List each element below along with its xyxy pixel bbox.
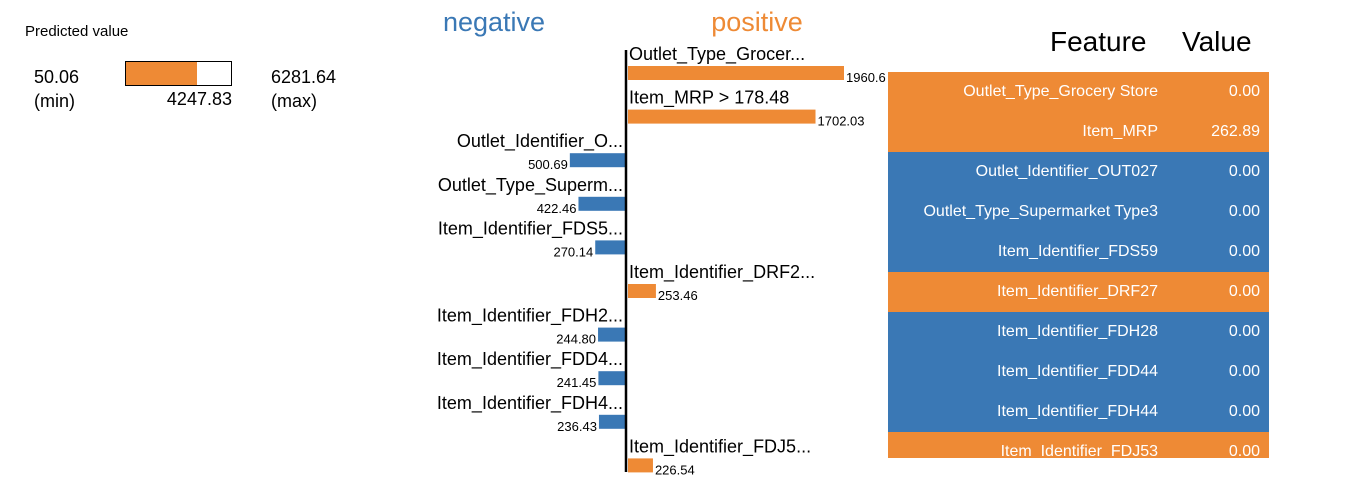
bar-label-3: Outlet_Type_Superm... bbox=[438, 175, 623, 196]
feature-name: Outlet_Type_Grocery Store bbox=[963, 83, 1158, 100]
bar-label-6: Item_Identifier_FDH2... bbox=[437, 306, 623, 327]
prediction-max-label: (max) bbox=[271, 91, 317, 111]
table-row: Item_Identifier_FDH44 0.00 bbox=[888, 392, 1269, 432]
table-row: Outlet_Identifier_OUT027 0.00 bbox=[888, 152, 1269, 192]
prediction-bar-fill bbox=[126, 62, 197, 85]
prediction-max-value: 6281.64 bbox=[271, 67, 337, 87]
contribution-chart: negative positive Outlet_Type_Grocer... 196… bbox=[437, 7, 886, 477]
bar-value-4: 270.14 bbox=[553, 244, 593, 259]
feature-value: 0.00 bbox=[1228, 403, 1260, 420]
table-body: Outlet_Type_Grocery Store 0.00 Item_MRP 262… bbox=[888, 72, 1269, 458]
feature-name: Item_Identifier_DRF27 bbox=[997, 283, 1158, 300]
feature-name: Item_Identifier_FDD44 bbox=[997, 363, 1158, 380]
bar-label-7: Item_Identifier_FDD4... bbox=[437, 349, 623, 370]
table-header-feature: Feature bbox=[1050, 26, 1147, 57]
bar-8 bbox=[598, 414, 625, 429]
table-row: Item_Identifier_FDJ53 0.00 bbox=[888, 432, 1269, 458]
feature-value: 0.00 bbox=[1228, 83, 1260, 100]
bar-label-0: Outlet_Type_Grocer... bbox=[629, 44, 805, 65]
bar-value-6: 244.80 bbox=[556, 332, 596, 347]
feature-name: Item_Identifier_FDH44 bbox=[997, 403, 1158, 420]
bar-0 bbox=[628, 66, 844, 80]
prediction-min-value: 50.06 bbox=[34, 67, 80, 87]
prediction-min-label: (min) bbox=[34, 91, 75, 111]
prediction-min: 50.06 (min) bbox=[34, 65, 79, 113]
bar-value-7: 241.45 bbox=[557, 375, 597, 390]
feature-name: Outlet_Identifier_OUT027 bbox=[975, 163, 1158, 180]
bar-label-5: Item_Identifier_DRF2... bbox=[629, 262, 815, 283]
table-row: Item_MRP 262.89 bbox=[888, 112, 1269, 152]
table-row: Item_Identifier_DRF27 0.00 bbox=[888, 272, 1269, 312]
bar-value-8: 236.43 bbox=[557, 419, 597, 434]
feature-name: Item_MRP bbox=[1082, 123, 1158, 140]
bar-value-2: 500.69 bbox=[528, 157, 568, 172]
bar-5 bbox=[628, 284, 656, 298]
prediction-bar bbox=[125, 61, 232, 86]
bar-value-3: 422.46 bbox=[537, 201, 577, 216]
prediction-max: 6281.64 (max) bbox=[271, 65, 336, 113]
legend-negative: negative bbox=[443, 7, 545, 37]
predicted-value-panel: Predicted value 50.06 (min) 4247.83 6281… bbox=[0, 0, 380, 140]
bar-6 bbox=[598, 327, 625, 342]
feature-value: 0.00 bbox=[1228, 323, 1260, 340]
table-row: Outlet_Type_Grocery Store 0.00 bbox=[888, 72, 1269, 112]
bar-value-5: 253.46 bbox=[658, 288, 698, 303]
bar-label-8: Item_Identifier_FDH4... bbox=[437, 393, 623, 414]
feature-value: 0.00 bbox=[1228, 363, 1260, 380]
prediction-value: 4247.83 bbox=[166, 89, 232, 109]
bar-label-2: Outlet_Identifier_O... bbox=[457, 131, 623, 152]
bar-value-1: 1702.03 bbox=[818, 114, 865, 129]
table-row: Item_Identifier_FDS59 0.00 bbox=[888, 232, 1269, 272]
bar-value-9: 226.54 bbox=[655, 462, 695, 477]
table-header-value: Value bbox=[1182, 26, 1252, 57]
table-row: Item_Identifier_FDD44 0.00 bbox=[888, 352, 1269, 392]
feature-value-table: Feature Value Outlet_Type_Grocery Store 0… bbox=[888, 0, 1269, 458]
bar-7 bbox=[598, 371, 625, 386]
bar-3 bbox=[578, 196, 625, 211]
feature-name: Item_Identifier_FDJ53 bbox=[1000, 443, 1158, 458]
bar-value-0: 1960.6 bbox=[846, 70, 886, 85]
predicted-value-title: Predicted value bbox=[25, 23, 129, 40]
bar-9 bbox=[628, 458, 653, 473]
feature-name: Item_Identifier_FDS59 bbox=[997, 243, 1158, 260]
bar-2 bbox=[569, 153, 625, 168]
feature-value: 0.00 bbox=[1228, 443, 1260, 458]
bar-1 bbox=[628, 109, 816, 124]
table-row: Outlet_Type_Supermarket Type3 0.00 bbox=[888, 192, 1269, 232]
bar-label-4: Item_Identifier_FDS5... bbox=[438, 218, 623, 239]
feature-value: 0.00 bbox=[1228, 203, 1260, 220]
bar-label-9: Item_Identifier_FDJ5... bbox=[629, 436, 811, 457]
feature-value: 0.00 bbox=[1228, 243, 1260, 260]
feature-value: 0.00 bbox=[1228, 163, 1260, 180]
feature-name: Item_Identifier_FDH28 bbox=[997, 323, 1158, 340]
bar-4 bbox=[595, 240, 625, 255]
feature-name: Outlet_Type_Supermarket Type3 bbox=[923, 203, 1158, 220]
bar-label-1: Item_MRP > 178.48 bbox=[629, 88, 789, 109]
feature-value: 262.89 bbox=[1211, 123, 1260, 140]
feature-value: 0.00 bbox=[1228, 283, 1260, 300]
table-row: Item_Identifier_FDH28 0.00 bbox=[888, 312, 1269, 352]
legend-positive: positive bbox=[711, 7, 803, 37]
